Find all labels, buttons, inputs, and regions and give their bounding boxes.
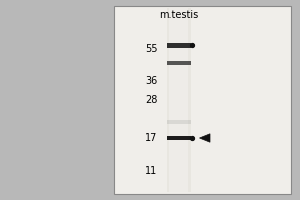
Bar — [167, 8, 191, 192]
Bar — [167, 43, 191, 48]
Text: 17: 17 — [145, 133, 158, 143]
Text: m.testis: m.testis — [159, 10, 198, 20]
Text: 28: 28 — [145, 95, 158, 105]
Bar — [167, 136, 191, 140]
Polygon shape — [200, 134, 210, 142]
Bar — [114, 6, 291, 194]
Text: 36: 36 — [145, 76, 158, 86]
Bar — [167, 120, 191, 124]
Bar — [169, 8, 188, 192]
Text: 55: 55 — [145, 44, 158, 54]
Text: 11: 11 — [145, 166, 158, 176]
Bar — [167, 61, 191, 65]
